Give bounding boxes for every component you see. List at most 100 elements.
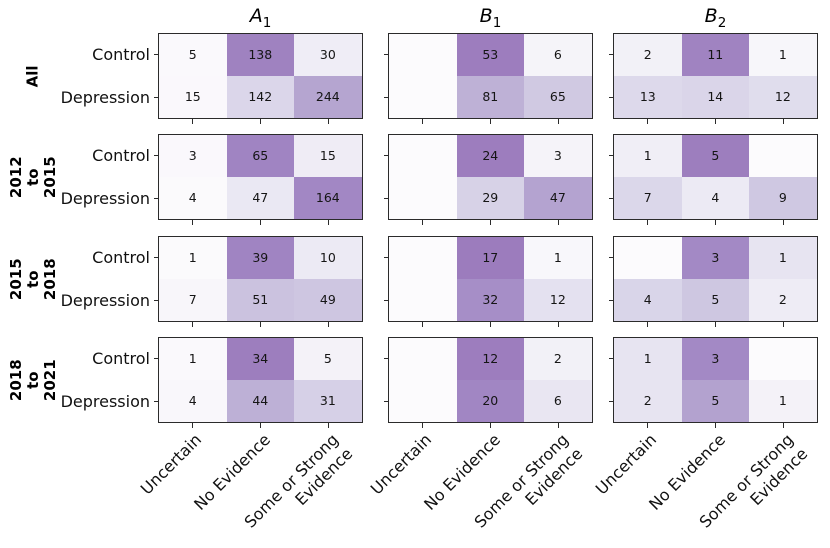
x-tick-mark bbox=[489, 423, 492, 428]
cell-value: 1 bbox=[188, 250, 197, 266]
column-title-subscript: 1 bbox=[262, 14, 272, 31]
cell-value: 51 bbox=[252, 292, 269, 308]
heatmap-cell: 1 bbox=[614, 338, 682, 380]
cell-value: 5 bbox=[323, 351, 332, 367]
x-tick-mark bbox=[558, 119, 560, 124]
heatmap-cell: 2 bbox=[614, 379, 682, 422]
x-tick-mark bbox=[783, 423, 785, 428]
heatmap-cell bbox=[749, 135, 817, 177]
cell-value: 81 bbox=[482, 89, 499, 105]
heatmap-panel-B2-row2: 3 1 4 5 2 bbox=[613, 236, 818, 322]
heatmap-cell: 7 bbox=[614, 176, 682, 219]
heatmap-cell bbox=[389, 75, 457, 118]
heatmap-cell: 1 bbox=[524, 237, 592, 279]
cell-value: 47 bbox=[252, 190, 269, 206]
x-tick-mark bbox=[191, 423, 193, 428]
y-tick-mark bbox=[383, 96, 388, 99]
column-title-subscript: 1 bbox=[492, 14, 502, 31]
heatmap-cell: 5 bbox=[294, 338, 362, 380]
y-tick-mark bbox=[153, 256, 158, 259]
y-tick-mark bbox=[383, 197, 388, 200]
x-tick-mark bbox=[259, 322, 262, 327]
y-tick-label: Control bbox=[92, 145, 150, 165]
column-title-letter: B bbox=[704, 5, 718, 27]
heatmap-cell: 1 bbox=[159, 338, 227, 380]
cell-value: 4 bbox=[643, 292, 652, 308]
cell-value: 29 bbox=[482, 190, 499, 206]
heatmap-cell: 4 bbox=[159, 379, 227, 422]
y-tick-label: Control bbox=[92, 348, 150, 368]
heatmap-cell: 2 bbox=[614, 34, 682, 76]
cell-value: 5 bbox=[711, 148, 720, 164]
heatmap-cell: 39 bbox=[226, 237, 295, 279]
heatmap-panel-B1-row3: 12 2 20 6 bbox=[388, 337, 593, 423]
cell-value: 7 bbox=[188, 292, 197, 308]
cell-value: 47 bbox=[549, 190, 566, 206]
heatmap-cell: 49 bbox=[294, 278, 362, 321]
heatmap-cell: 3 bbox=[159, 135, 227, 177]
cell-value: 5 bbox=[711, 393, 720, 409]
cell-value: 4 bbox=[188, 393, 197, 409]
heatmap-cell: 1 bbox=[159, 237, 227, 279]
heatmap-cell: 11 bbox=[681, 34, 750, 76]
heatmap-cell: 29 bbox=[456, 176, 525, 219]
cell-value: 244 bbox=[315, 89, 340, 105]
cell-value: 24 bbox=[482, 148, 499, 164]
heatmap-cell bbox=[389, 135, 457, 177]
heatmap-cell: 4 bbox=[681, 176, 750, 219]
cell-value: 1 bbox=[778, 250, 787, 266]
y-tick-mark bbox=[153, 299, 158, 302]
cell-value: 1 bbox=[188, 351, 197, 367]
cell-value: 2 bbox=[778, 292, 787, 308]
heatmap-cell: 10 bbox=[294, 237, 362, 279]
x-tick-label: Uncertain bbox=[137, 430, 206, 499]
x-tick-mark bbox=[646, 322, 648, 327]
heatmap-cell bbox=[749, 338, 817, 380]
cell-value: 15 bbox=[184, 89, 201, 105]
heatmap-cell: 6 bbox=[524, 34, 592, 76]
heatmap-cell: 24 bbox=[456, 135, 525, 177]
heatmap-cell: 164 bbox=[294, 176, 362, 219]
y-tick-mark bbox=[608, 197, 613, 200]
cell-value: 138 bbox=[248, 47, 273, 63]
x-tick-mark bbox=[259, 423, 262, 428]
heatmap-cell: 3 bbox=[681, 237, 750, 279]
cell-value: 6 bbox=[553, 393, 562, 409]
y-tick-mark bbox=[383, 53, 388, 56]
heatmap-cell: 7 bbox=[159, 278, 227, 321]
column-title-letter: B bbox=[479, 5, 493, 27]
x-tick-mark bbox=[489, 119, 492, 124]
heatmap-cell: 17 bbox=[456, 237, 525, 279]
cell-value: 5 bbox=[188, 47, 197, 63]
cell-value: 39 bbox=[252, 250, 269, 266]
cell-value: 13 bbox=[639, 89, 656, 105]
x-tick-mark bbox=[783, 119, 785, 124]
heatmap-cell: 20 bbox=[456, 379, 525, 422]
heatmap-cell: 65 bbox=[226, 135, 295, 177]
x-tick-mark bbox=[328, 220, 330, 225]
x-tick-mark bbox=[783, 220, 785, 225]
x-tick-mark bbox=[714, 119, 717, 124]
heatmap-cell: 4 bbox=[159, 176, 227, 219]
y-tick-mark bbox=[608, 96, 613, 99]
column-title: B1 bbox=[388, 5, 593, 31]
y-tick-mark bbox=[153, 400, 158, 403]
heatmap-panel-A1-row3: 1 34 5 4 44 31 bbox=[158, 337, 363, 423]
cell-value: 12 bbox=[482, 351, 499, 367]
heatmap-cell: 51 bbox=[226, 278, 295, 321]
cell-value: 1 bbox=[553, 250, 562, 266]
cell-value: 15 bbox=[319, 148, 336, 164]
heatmap-cell bbox=[389, 176, 457, 219]
cell-value: 2 bbox=[643, 47, 652, 63]
cell-value: 3 bbox=[188, 148, 197, 164]
cell-value: 9 bbox=[778, 190, 787, 206]
heatmap-cell: 81 bbox=[456, 75, 525, 118]
x-tick-mark bbox=[646, 220, 648, 225]
heatmap-cell: 5 bbox=[681, 278, 750, 321]
heatmap-cell: 2 bbox=[524, 338, 592, 380]
x-tick-mark bbox=[783, 322, 785, 327]
heatmap-cell: 6 bbox=[524, 379, 592, 422]
x-tick-mark bbox=[421, 423, 423, 428]
cell-value: 1 bbox=[778, 47, 787, 63]
y-tick-mark bbox=[608, 357, 613, 360]
